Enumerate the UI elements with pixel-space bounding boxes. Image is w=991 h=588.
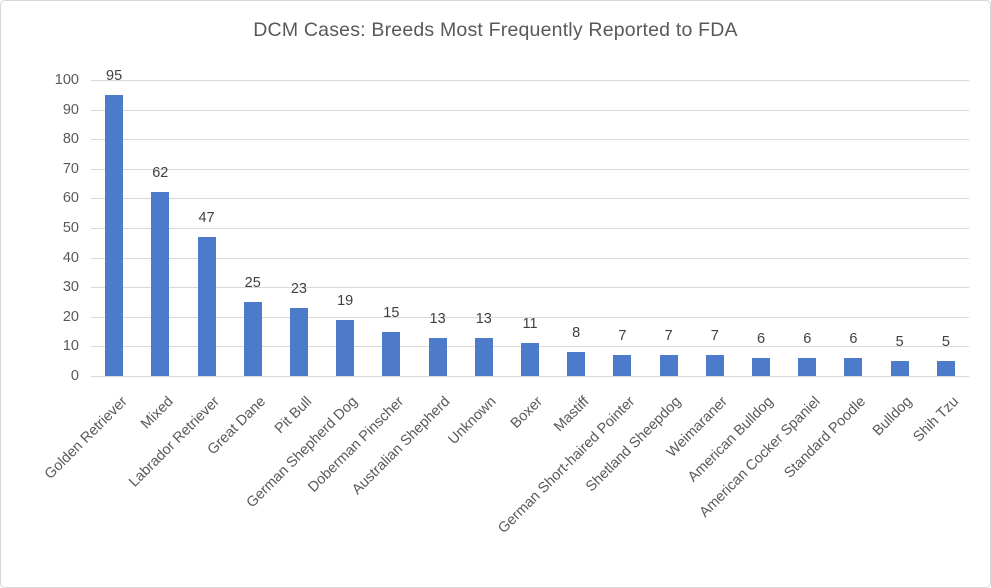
data-label: 47 <box>198 209 215 226</box>
y-axis-tick-label: 90 <box>62 101 79 118</box>
x-axis-category-label: Standard Poodle <box>781 393 870 482</box>
y-axis-tick-label: 10 <box>62 338 79 355</box>
data-label: 62 <box>152 165 169 182</box>
gridline <box>91 316 969 318</box>
y-axis-tick-label: 80 <box>62 131 79 148</box>
bar-german-shepherd-dog <box>336 319 355 376</box>
bar-doberman-pinscher <box>382 331 401 376</box>
x-axis-category-label: Unknown <box>445 393 500 448</box>
bar-shih-tzu <box>936 361 955 376</box>
data-label: 6 <box>757 331 766 348</box>
bar-great-dane <box>243 302 262 376</box>
y-axis-tick-label: 40 <box>62 249 79 266</box>
x-axis-category-label: Mastiff <box>550 393 593 436</box>
bar-bulldog <box>890 361 909 376</box>
gridline <box>91 80 969 81</box>
bar-mixed <box>151 192 170 376</box>
gridline <box>91 376 969 377</box>
bar-golden-retriever <box>105 94 124 376</box>
bar-weimaraner <box>705 355 724 376</box>
gridline <box>91 109 969 111</box>
data-label: 95 <box>106 67 123 84</box>
data-label: 13 <box>475 310 492 327</box>
data-label: 15 <box>383 304 400 321</box>
gridline <box>91 139 969 141</box>
y-axis-tick-label: 20 <box>62 308 79 325</box>
y-axis-tick-label: 100 <box>54 72 79 88</box>
x-axis-category-label: Golden Retriever <box>41 393 131 483</box>
chart-title: DCM Cases: Breeds Most Frequently Report… <box>253 19 738 41</box>
data-label: 7 <box>618 328 627 345</box>
y-axis-tick-label: 50 <box>62 220 79 236</box>
bar-standard-poodle <box>844 358 863 376</box>
data-label: 8 <box>572 325 581 342</box>
bar-german-short-haired-pointer <box>613 355 632 376</box>
bar-australian-shepherd <box>428 337 447 376</box>
gridline <box>91 198 969 200</box>
y-axis-tick-label: 0 <box>70 368 79 384</box>
bar-unknown <box>474 337 493 376</box>
x-axis-category-label: Boxer <box>507 393 547 432</box>
gridline <box>91 168 969 170</box>
bar-shetland-sheepdog <box>659 355 678 376</box>
bar-american-cocker-spaniel <box>798 358 817 376</box>
gridline <box>91 287 969 289</box>
gridline <box>91 228 969 229</box>
data-label: 11 <box>522 316 538 333</box>
y-axis-tick-label: 60 <box>62 190 79 207</box>
y-axis-tick-label: 70 <box>62 160 79 177</box>
gridline <box>91 257 969 259</box>
bar-mastiff <box>567 352 586 376</box>
bar-labrador-retriever <box>197 236 216 376</box>
data-label: 6 <box>803 331 812 348</box>
data-label: 13 <box>429 310 446 327</box>
data-label: 5 <box>941 334 950 351</box>
y-axis-tick-label: 30 <box>62 279 79 296</box>
x-axis-category-label: Shih Tzu <box>910 393 962 446</box>
bar-pit-bull <box>289 307 308 376</box>
data-label: 23 <box>290 280 307 297</box>
bar-boxer <box>521 343 539 376</box>
x-axis-category-label: Mixed <box>137 393 177 433</box>
x-axis-category-label: Pit Bull <box>271 393 315 437</box>
data-label: 25 <box>244 275 261 291</box>
data-label: 5 <box>895 334 904 351</box>
data-label: 6 <box>849 331 858 348</box>
data-label: 19 <box>337 292 354 309</box>
bar-american-bulldog <box>752 358 771 376</box>
data-label: 7 <box>710 328 719 345</box>
data-label: 7 <box>664 328 673 345</box>
